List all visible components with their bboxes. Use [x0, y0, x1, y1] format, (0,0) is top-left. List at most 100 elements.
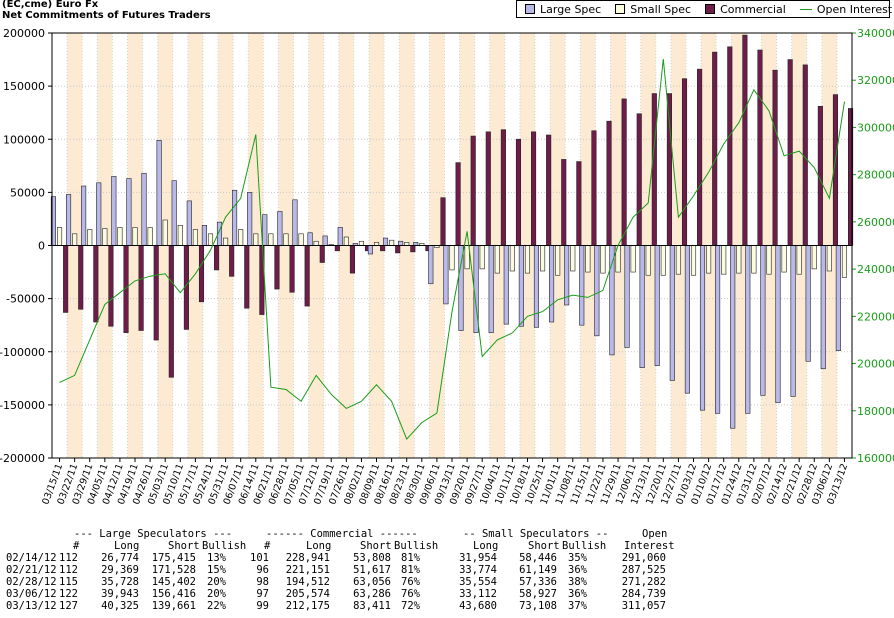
bar-large-spec: [337, 227, 343, 246]
bar-commercial: [214, 245, 220, 271]
stats-cell-short1: 145,402: [151, 576, 196, 588]
bar-large-spec: [307, 232, 313, 246]
y-tick-label-left: -50000: [6, 293, 45, 306]
y-tick-label-left: 150000: [3, 80, 45, 93]
bar-large-spec: [835, 245, 841, 351]
stats-cell-short3: 61,149: [519, 564, 557, 576]
bar-large-spec: [186, 200, 192, 246]
stats-cell-short3: 73,108: [519, 600, 557, 612]
bar-commercial: [274, 245, 280, 290]
stats-cell-short1: 171,528: [151, 564, 196, 576]
stats-cell-long2: 221,151: [285, 564, 330, 576]
bar-large-spec: [262, 214, 268, 246]
bar-commercial: [802, 64, 808, 246]
bar-commercial: [108, 245, 114, 327]
stats-col-bull3: Bullish: [562, 540, 607, 552]
bar-small-spec: [343, 236, 349, 246]
stats-cell-long2: 194,512: [285, 576, 330, 588]
y-tick-label-left: -200000: [0, 452, 45, 465]
bar-small-spec: [721, 245, 727, 275]
bar-small-spec: [524, 245, 531, 274]
stats-cell-n1: 115: [59, 576, 78, 588]
bar-small-spec: [766, 245, 772, 275]
bar-large-spec: [820, 245, 826, 370]
bar-commercial: [319, 245, 325, 263]
bar-commercial: [470, 135, 476, 246]
legend-label-commercial: Commercial: [720, 2, 786, 16]
stats-cell-bull3: 36%: [568, 564, 587, 576]
stats-cell-date: 02/28/12: [6, 576, 57, 588]
stats-cell-long3: 31,954: [459, 552, 497, 564]
bar-large-spec: [760, 245, 766, 396]
bar-large-spec: [654, 245, 660, 366]
bar-small-spec: [494, 245, 500, 274]
stats-data-row: 02/14/12 112 26,774 175,415 13% 101 228,941 53,…: [0, 552, 894, 564]
stats-cell-n2: 97: [256, 588, 269, 600]
stats-cell-date: 03/13/12: [6, 600, 57, 612]
bar-small-spec: [238, 229, 244, 246]
bar-commercial: [304, 245, 310, 307]
bar-commercial: [244, 245, 250, 309]
bar-small-spec: [706, 245, 712, 274]
stats-cell-bull1: 20%: [207, 588, 226, 600]
stats-cell-long3: 43,680: [459, 600, 497, 612]
bar-large-spec: [503, 245, 509, 325]
stats-cell-long1: 29,369: [101, 564, 139, 576]
bar-commercial: [455, 162, 461, 246]
bar-commercial: [636, 113, 642, 246]
y-tick-label-right: 260000: [857, 216, 894, 229]
bar-commercial: [63, 245, 69, 313]
stats-cell-oi: 271,282: [621, 576, 666, 588]
stats-header-row-1: --- Large Speculators --- ------ Commerc…: [0, 528, 894, 540]
bar-small-spec: [358, 240, 364, 246]
bar-large-spec: [367, 245, 373, 255]
stats-cell-long3: 33,774: [459, 564, 497, 576]
bar-small-spec: [645, 245, 651, 276]
bar-commercial: [289, 245, 295, 293]
bar-small-spec: [298, 233, 304, 246]
bar-large-spec: [398, 240, 404, 246]
stats-col-long3: Long: [473, 540, 499, 552]
bar-small-spec: [449, 245, 455, 271]
bar-commercial: [621, 98, 627, 246]
bar-small-spec: [690, 245, 697, 276]
stats-cell-long3: 33,112: [459, 588, 497, 600]
bar-commercial: [138, 245, 144, 331]
bar-commercial: [651, 93, 657, 246]
bar-large-spec: [65, 194, 72, 246]
bar-large-spec: [730, 245, 736, 429]
stats-cell-bull3: 38%: [568, 576, 587, 588]
bar-small-spec: [811, 245, 817, 270]
bar-commercial: [681, 78, 688, 246]
y-tick-label-right: 320000: [857, 74, 894, 87]
bar-small-spec: [464, 245, 470, 270]
stats-cell-bull1: 22%: [207, 600, 226, 612]
bar-small-spec: [177, 225, 183, 246]
bar-large-spec: [518, 245, 524, 327]
stats-cell-short3: 57,336: [519, 576, 557, 588]
bar-large-spec: [322, 235, 328, 246]
bar-large-spec: [126, 178, 132, 246]
bar-commercial: [515, 138, 522, 246]
stats-col-short2: Short: [360, 540, 392, 552]
bar-large-spec: [458, 245, 464, 331]
bar-small-spec: [72, 233, 78, 246]
stats-cell-n2: 99: [256, 600, 269, 612]
bar-commercial: [546, 134, 552, 246]
bar-small-spec: [87, 229, 93, 246]
bar-large-spec: [247, 192, 253, 246]
stats-cell-bull2: 76%: [401, 588, 420, 600]
legend-item-small-spec: Small Spec: [615, 3, 691, 16]
stats-cell-oi: 311,057: [621, 600, 666, 612]
bar-large-spec: [745, 245, 751, 414]
stats-cell-bull2: 81%: [401, 552, 420, 564]
y-tick-label-right: 280000: [857, 169, 894, 182]
stats-cell-bull1: 13%: [207, 552, 226, 564]
bar-commercial: [168, 245, 174, 378]
bar-commercial: [576, 161, 582, 246]
stats-cell-n2: 96: [256, 564, 269, 576]
bar-commercial: [78, 245, 84, 310]
chart-title: (EC,cme) Euro Fx Net Commitments of Futu…: [2, 0, 211, 21]
stats-data-row: 03/13/12 127 40,325 139,661 22% 99 212,175 83,4…: [0, 600, 894, 612]
